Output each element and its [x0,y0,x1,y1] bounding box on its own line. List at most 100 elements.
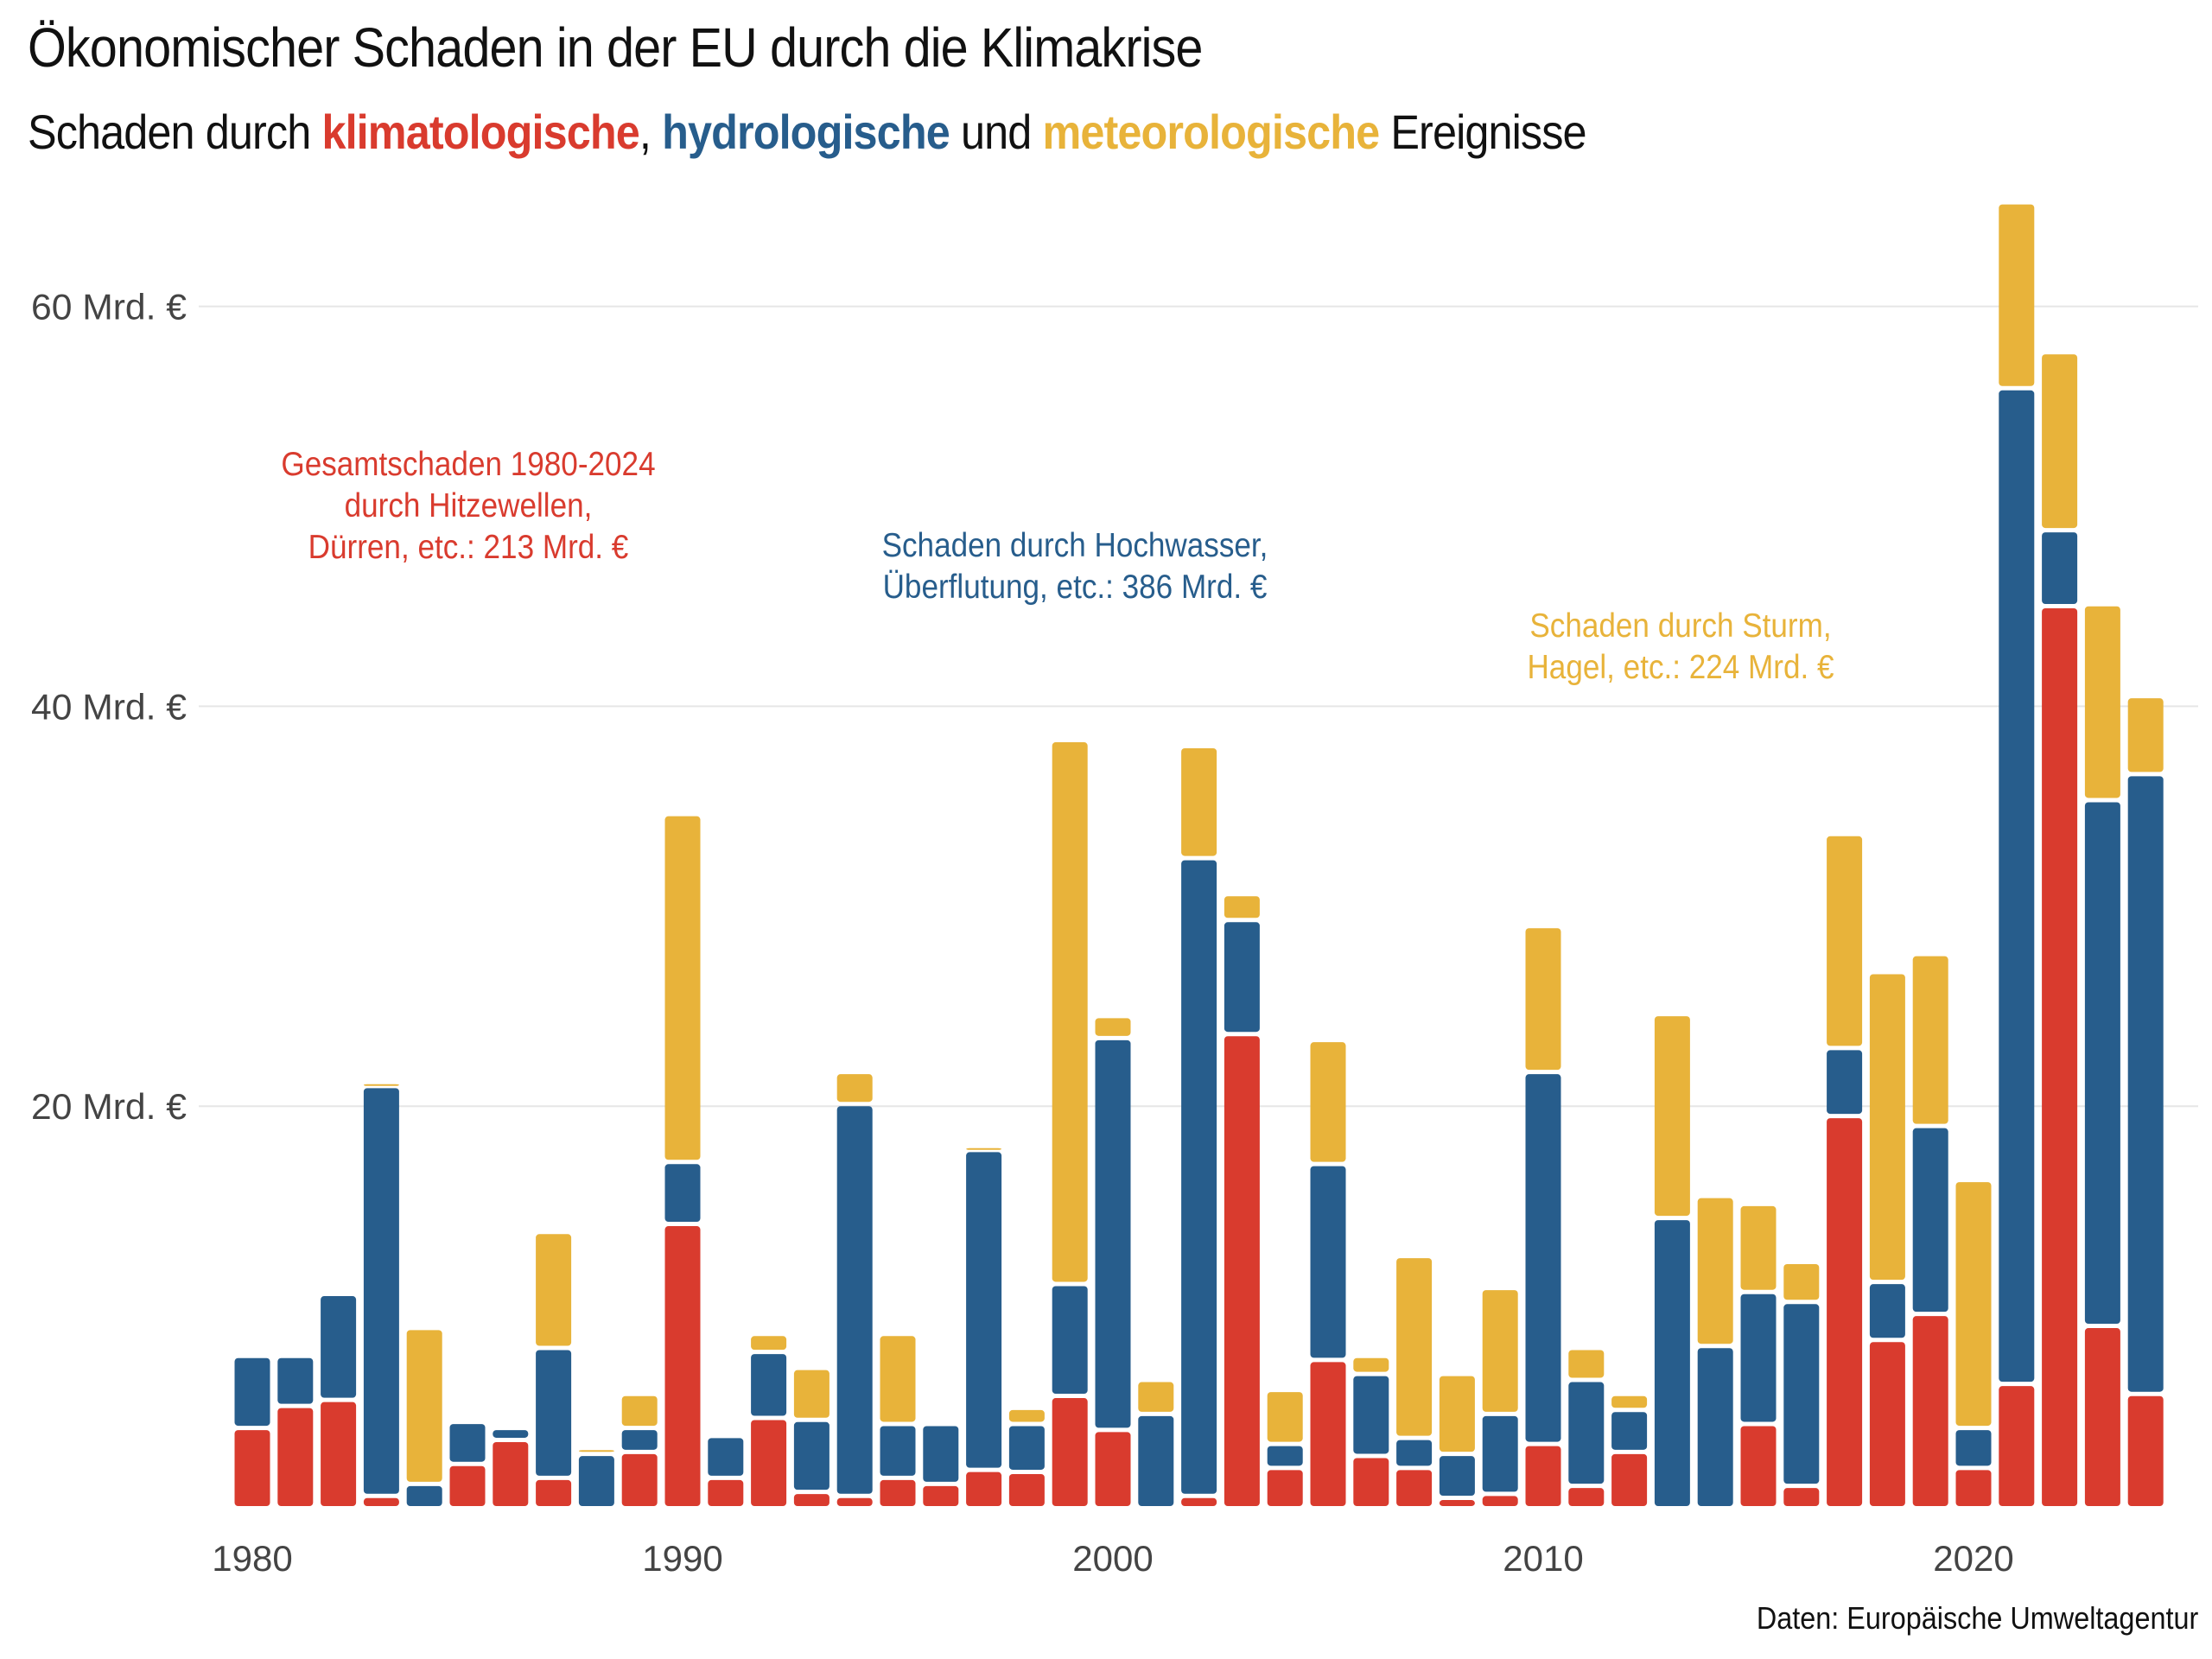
x-tick-label: 2010 [1503,1538,1583,1579]
annotation-line: Schaden durch Hochwasser, [881,527,1268,564]
subtitle-und: und [949,105,1043,159]
bar-segment-hydrologisch [1525,1074,1561,1442]
bar-segment-meteorologisch [578,1450,614,1452]
bar-segment-meteorologisch [1654,1016,1690,1217]
bar-segment-meteorologisch [1912,956,1948,1124]
bar-segment-hydrologisch [1869,1284,1905,1338]
bar-segment-meteorologisch [406,1330,442,1482]
bar-segment-hydrologisch [1224,922,1260,1033]
bar-segment-hydrologisch [449,1424,486,1462]
bar-segment-meteorologisch [536,1234,572,1346]
bar-segment-klimatologisch [234,1430,270,1506]
bar-segment-hydrologisch [966,1152,1002,1468]
bar-segment-hydrologisch [1912,1128,1948,1313]
bar-segment-hydrologisch [406,1485,442,1506]
bar-segment-meteorologisch [1181,747,1217,856]
bar-segment-hydrologisch [751,1354,787,1416]
bar-segment-klimatologisch [2127,1395,2164,1506]
bar-segment-klimatologisch [1827,1118,1863,1506]
bar-segment-hydrologisch [1267,1446,1303,1466]
annotation-line: Dürren, etc.: 213 Mrd. € [308,529,629,566]
bar-segment-klimatologisch [321,1402,357,1506]
bar-segment-klimatologisch [363,1497,399,1506]
x-tick-label: 1990 [642,1538,722,1579]
bar-segment-hydrologisch [1353,1376,1389,1454]
bar-segment-meteorologisch [1396,1258,1433,1436]
bar-segment-klimatologisch [536,1479,572,1506]
bar-segment-hydrologisch [536,1350,572,1476]
bar-segment-klimatologisch [2084,1328,2120,1506]
bar-segment-meteorologisch [621,1395,658,1427]
bar-segment-hydrologisch [793,1421,830,1491]
bar-segment-hydrologisch [1999,390,2035,1382]
bar-segment-klimatologisch [1955,1470,1992,1506]
bar-segment-meteorologisch [2127,698,2164,772]
bar-segment-meteorologisch [880,1336,916,1422]
bar-segment-meteorologisch [836,1074,873,1103]
y-tick-label: 40 Mrd. € [31,686,187,727]
bar-segment-klimatologisch [621,1453,658,1506]
bar-segment-klimatologisch [1525,1446,1561,1506]
bar-segment-hydrologisch [923,1426,959,1482]
bar-segment-hydrologisch [880,1426,916,1476]
bar-segment-klimatologisch [449,1465,486,1506]
x-tick-label: 1980 [212,1538,292,1579]
annotation-line: Schaden durch Sturm, [1529,607,1832,645]
bar-segment-hydrologisch [493,1430,529,1438]
bar-segment-meteorologisch [363,1084,399,1086]
chart-title: Ökonomischer Schaden in der EU durch die… [28,16,1203,79]
subtitle-sep: , [639,105,663,159]
bar-segment-klimatologisch [1008,1473,1045,1506]
bar-segment-hydrologisch [1568,1382,1605,1484]
bar-segment-hydrologisch [1310,1166,1346,1358]
bar-segment-meteorologisch [793,1370,830,1418]
bar-segment-klimatologisch [1224,1036,1260,1506]
subtitle-meteo: meteorologische [1042,105,1380,159]
bar-segment-hydrologisch [708,1438,744,1476]
bar-segment-hydrologisch [1611,1412,1648,1450]
annotation-line: Gesamtschaden 1980-2024 [281,446,656,483]
annotation-meteo: Schaden durch Sturm, Hagel, etc.: 224 Mr… [1527,606,1834,689]
bar-segment-hydrologisch [1482,1415,1518,1492]
bar-segment-hydrologisch [621,1430,658,1450]
bar-segment-meteorologisch [2042,354,2078,529]
bar-segment-meteorologisch [1999,204,2035,386]
bar-segment-hydrologisch [1740,1294,1777,1422]
bar-segment-klimatologisch [493,1441,529,1506]
bar-segment-meteorologisch [1439,1376,1475,1452]
bar-segment-hydrologisch [1008,1426,1045,1470]
annotation-line: Überflutung, etc.: 386 Mrd. € [882,569,1268,606]
x-tick-label: 2020 [1933,1538,2013,1579]
bar-segment-hydrologisch [1955,1430,1992,1466]
bar-segment-meteorologisch [1052,742,1088,1282]
bar-segment-klimatologisch [1568,1488,1605,1506]
bar-segment-meteorologisch [1138,1382,1174,1412]
bar-segment-hydrologisch [1396,1440,1433,1466]
bar-segment-meteorologisch [1827,836,1863,1046]
subtitle-prefix: Schaden durch [28,105,322,159]
bar-segment-hydrologisch [1654,1220,1690,1506]
bar-segment-klimatologisch [751,1420,787,1506]
bar-segment-klimatologisch [793,1494,830,1506]
bar-segment-hydrologisch [578,1456,614,1506]
bar-segment-hydrologisch [1181,860,1217,1494]
bar-segment-klimatologisch [1740,1426,1777,1506]
bar-segment-meteorologisch [1095,1018,1131,1036]
bar-segment-klimatologisch [2042,608,2078,1507]
bar-segment-klimatologisch [880,1479,916,1506]
bar-segment-meteorologisch [1740,1205,1777,1290]
bar-segment-klimatologisch [1869,1342,1905,1506]
annotation-line: Hagel, etc.: 224 Mrd. € [1527,649,1834,686]
bar-segment-meteorologisch [664,816,701,1160]
bar-segment-hydrologisch [1052,1286,1088,1395]
bar-segment-klimatologisch [1396,1470,1433,1506]
bar-segment-klimatologisch [1999,1386,2035,1506]
bar-segment-klimatologisch [836,1497,873,1506]
data-source: Daten: Europäische Umweltagentur [1756,1600,2198,1636]
bar-segment-hydrologisch [1697,1348,1733,1506]
bar-segment-meteorologisch [1568,1350,1605,1378]
bar-segment-meteorologisch [1955,1182,1992,1427]
bar-segment-klimatologisch [923,1485,959,1506]
bar-segment-hydrologisch [277,1357,314,1404]
